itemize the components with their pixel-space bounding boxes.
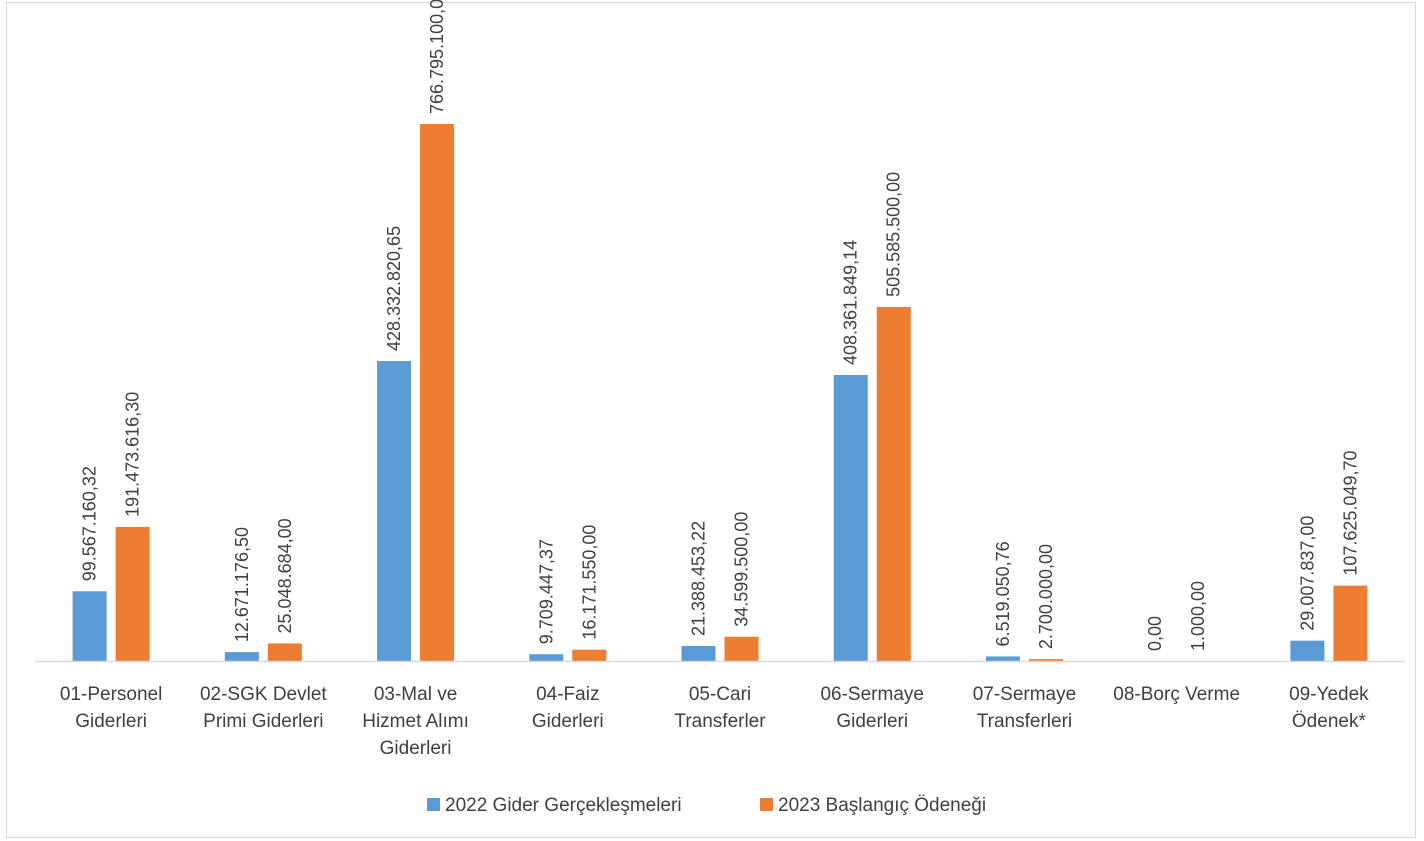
data-label-2023-2: 25.048.684,00 [275,518,295,633]
bar-2022-2 [224,652,259,661]
data-labels-group: 99.567.160,32 191.473.616,30 12.671.176,50… [80,0,1361,651]
bar-2022-7 [985,656,1020,661]
category-label-line: Giderleri [380,738,452,759]
data-label-2023-8: 1.000,00 [1188,581,1208,651]
bar-2023-7 [1028,659,1063,661]
data-label-2023-3: 766.795.100,00 [427,0,447,114]
legend-swatch-2022 [427,798,440,811]
legend-label-2023: 2023 Başlangıç Ödeneği [778,795,986,816]
legend-swatch-2023 [760,798,773,811]
category-label-line: 05-Cari [689,684,751,705]
data-label-2022-3: 428.332.820,65 [384,226,404,351]
chart-frame [6,2,1416,838]
data-label-2023-6: 505.585.500,00 [884,172,904,297]
data-label-2023-1: 191.473.616,30 [123,392,143,517]
category-label-1: 01-Personel Giderleri [60,684,162,732]
bar-2022-9 [1290,640,1325,661]
data-label-2022-5: 21.388.453,22 [689,521,709,636]
legend-label-2022: 2022 Gider Gerçekleşmeleri [445,795,682,816]
category-label-line: 07-Sermaye [973,684,1077,705]
data-label-2023-5: 34.599.500,00 [732,512,752,627]
category-label-line: 03-Mal ve [374,684,457,705]
data-label-2023-4: 16.171.550,00 [579,525,599,640]
bar-2022-4 [529,654,564,661]
category-label-3: 03-Mal ve Hizmet Alımı Giderleri [362,684,469,759]
category-label-2: 02-SGK Devlet Primi Giderleri [200,684,327,732]
category-label-4: 04-Faiz Giderleri [532,684,604,732]
category-label-line: 08-Borç Verme [1113,684,1240,705]
data-label-2022-2: 12.671.176,50 [232,527,252,642]
bar-2023-9 [1333,585,1368,661]
bar-2022-6 [833,375,868,661]
category-label-line: Ödenek* [1292,711,1367,732]
data-label-2022-4: 9.709.447,37 [536,539,556,644]
data-label-2022-6: 408.361.849,14 [841,240,861,365]
category-label-line: 01-Personel [60,684,162,705]
category-label-line: Giderleri [75,711,147,732]
category-label-6: 06-Sermaye Giderleri [820,684,924,732]
category-label-line: Transferler [674,711,766,732]
category-label-line: 02-SGK Devlet [200,684,327,705]
data-label-2022-7: 6.519.050,76 [993,541,1013,646]
category-label-8: 08-Borç Verme [1113,684,1240,705]
bar-2023-5 [724,636,759,661]
category-label-line: 04-Faiz [536,684,599,705]
data-label-2023-9: 107.625.049,70 [1340,451,1360,576]
category-label-line: Giderleri [836,711,908,732]
data-label-2022-1: 99.567.160,32 [80,466,100,581]
category-label-line: Transferleri [977,711,1072,732]
category-label-line: Giderleri [532,711,604,732]
category-label-9: 09-Yedek Ödenek* [1289,684,1369,732]
data-label-2022-8: 0,00 [1145,616,1165,651]
category-label-line: 09-Yedek [1289,684,1369,705]
bar-2023-6 [876,306,911,661]
bar-2022-1 [72,591,107,661]
bar-2023-1 [115,526,150,661]
bar-2023-4 [572,649,607,661]
category-label-line: Primi Giderleri [203,711,323,732]
bar-2022-3 [377,361,412,661]
category-label-5: 05-Cari Transferler [674,684,766,732]
category-label-7: 07-Sermaye Transferleri [973,684,1077,732]
bars-group [72,124,1368,661]
category-label-line: 06-Sermaye [820,684,924,705]
data-label-2022-9: 29.007.837,00 [1297,516,1317,631]
bar-2023-3 [420,124,455,661]
legend: 2022 Gider Gerçekleşmeleri 2023 Başlangıç… [427,795,986,816]
bar-2023-2 [267,643,302,661]
bar-2022-5 [681,646,716,661]
data-label-2023-7: 2.700.000,00 [1036,544,1056,649]
category-labels-group: 01-Personel Giderleri 02-SGK Devlet Primi G… [60,684,1369,759]
category-label-line: Hizmet Alımı [362,711,469,732]
